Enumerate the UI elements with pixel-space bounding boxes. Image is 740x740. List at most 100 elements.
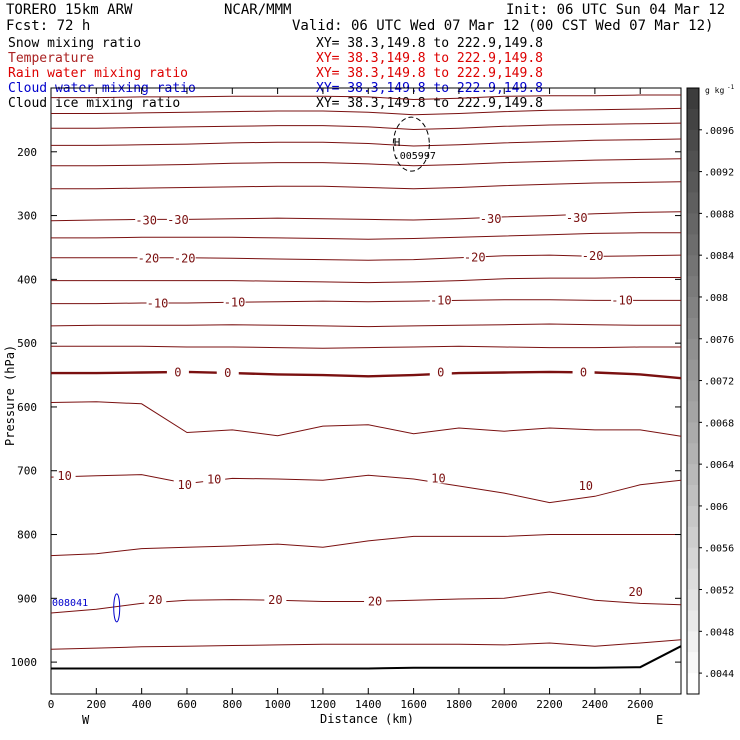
isotherm-label: -30 — [135, 214, 157, 228]
isotherm-line — [50, 474, 682, 504]
colorbar-tick-label: .0064 — [704, 460, 734, 471]
isotherm-label: 0 — [437, 366, 444, 380]
isotherm-line — [51, 158, 682, 167]
forecast-hour: Fcst: 72 h — [6, 18, 90, 34]
colorbar-segment — [687, 401, 699, 423]
legend-snow-xy: XY= 38.3,149.8 to 222.9,149.8 — [316, 36, 543, 51]
isotherm-label: -10 — [611, 293, 633, 307]
isotherm-label-bg — [223, 296, 246, 308]
isotherm-line — [50, 401, 682, 437]
isotherm-label: 0 — [580, 366, 587, 380]
isotherm-label-bg — [216, 367, 239, 379]
colorbar-segment — [687, 568, 699, 590]
isotherm-label-bg — [137, 252, 160, 264]
isotherm-label-bg — [364, 595, 387, 607]
colorbar-segment — [687, 526, 699, 549]
colorbar-segment — [687, 380, 699, 402]
colorbar-segment — [687, 297, 699, 319]
colorbar-segment — [687, 255, 699, 277]
colorbar-ticks: .0096 .0092 .0088 .0084 .008 .0076 .0072 .0068.… — [699, 126, 734, 680]
isotherm-label-bg — [173, 478, 196, 490]
isotherm-label: -30 — [566, 211, 588, 225]
colorbar-tick-label: .008 — [704, 293, 728, 304]
colorbar-segment — [687, 359, 699, 382]
y-axis-label: Pressure (hPa) — [3, 345, 17, 446]
colorbar-tick-label: .006 — [704, 502, 728, 513]
isotherm-label: 20 — [628, 585, 642, 599]
isotherm-line — [51, 232, 681, 240]
colorbar-segment — [687, 589, 699, 611]
x-tick-label: 2200 — [536, 698, 563, 711]
isotherm-label-bg — [144, 594, 167, 606]
colorbar-frame — [686, 87, 700, 695]
colorbar-segment — [687, 171, 699, 193]
isotherm-label: -10 — [430, 293, 452, 307]
isotherm-line — [51, 299, 681, 305]
valid-time: Valid: 06 UTC Wed 07 Mar 12 (00 CST Wed … — [292, 18, 713, 34]
isotherm-label-bg — [581, 249, 604, 261]
model-title: TORERO 15km ARW — [6, 2, 133, 18]
isotherm-label: 0 — [224, 366, 231, 380]
colorbar-segment — [687, 213, 699, 235]
x-tick-label: 1000 — [264, 698, 291, 711]
isotherm-label: -20 — [582, 249, 604, 263]
isotherm-line — [51, 94, 681, 101]
isotherm-label-bg — [429, 294, 452, 306]
isotherm-label-bg — [574, 480, 597, 492]
colorbar-segment — [687, 422, 699, 444]
isotherm-label: 10 — [207, 473, 221, 487]
colorbar-tick-label: .0056 — [704, 544, 734, 555]
legend-snow-name: Snow mixing ratio — [8, 36, 141, 51]
organization-label: NCAR/MMM — [224, 2, 291, 18]
isotherm-label-bg — [427, 472, 450, 484]
y-tick-label: 600 — [17, 401, 37, 414]
colorbar-segment — [687, 652, 699, 674]
isotherm-label-bg — [173, 252, 196, 264]
x-tick-label: 0 — [48, 698, 55, 711]
east-label: E — [656, 713, 663, 727]
isotherm-line — [50, 639, 682, 650]
isotherm-label-bg — [624, 585, 647, 597]
colorbar-tick-label: .0068 — [704, 418, 734, 429]
colorbar-segment — [687, 276, 699, 298]
colorbar-tick-label: .0048 — [704, 627, 734, 638]
colorbar-segment — [687, 234, 699, 256]
y-tick-label: 900 — [17, 592, 37, 605]
y-tick-label: 500 — [17, 337, 37, 350]
cloud-ice-max-value: .005997 — [394, 151, 436, 162]
x-tick-label: 2000 — [491, 698, 518, 711]
colorbar-tick-label: .0092 — [704, 168, 734, 179]
colorbar — [686, 87, 700, 695]
cloud-water-loop — [113, 593, 121, 623]
isotherm-label: -20 — [174, 251, 196, 265]
isotherm-label: 20 — [268, 593, 282, 607]
isotherm-line — [51, 122, 682, 131]
colorbar-tick-label: .0088 — [704, 209, 734, 220]
cloud-ice-loop — [392, 116, 430, 172]
isotherm-label-bg — [203, 473, 226, 485]
isotherm-line — [51, 345, 681, 349]
isotherm-label-bg — [611, 294, 634, 306]
colorbar-segment — [687, 631, 699, 653]
colorbar-segment — [687, 317, 699, 340]
x-tick-label: 1400 — [355, 698, 382, 711]
isotherm-label: 10 — [579, 479, 593, 493]
isotherm-line — [50, 534, 681, 557]
west-label: W — [82, 713, 90, 727]
isotherm-label: 10 — [431, 471, 445, 485]
x-tick-label: 2400 — [582, 698, 609, 711]
y-tick-label: 1000 — [11, 656, 38, 669]
x-tick-label: 1200 — [310, 698, 337, 711]
isotherm-labels: -30 -30 -30 -30-20 -20 -20 -20-10 -10 -10 -100 0 0 0… — [53, 211, 647, 609]
x-axis-label: Distance (km) — [320, 712, 414, 726]
isotherm-label-bg — [572, 366, 595, 378]
x-tick-label: 1600 — [400, 698, 427, 711]
isotherm-label: -30 — [480, 212, 502, 226]
isotherm-label-bg — [53, 469, 76, 481]
x-tick-label: 200 — [86, 698, 106, 711]
isotherm-label: -30 — [167, 213, 189, 227]
init-time: Init: 06 UTC Sun 04 Mar 12 — [506, 2, 725, 18]
